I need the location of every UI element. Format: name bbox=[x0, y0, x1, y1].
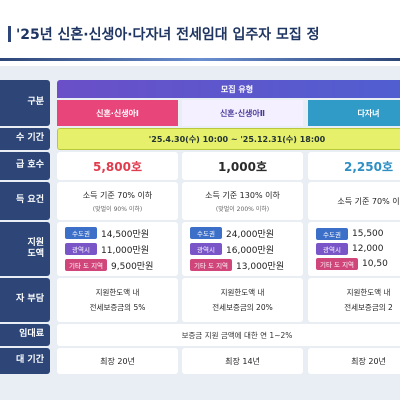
limit-row: 기타 도 지역 13,000만원 bbox=[190, 259, 284, 272]
amount: 14,500만원 bbox=[101, 229, 150, 240]
limit-row: 수도권 14,500만원 bbox=[65, 227, 149, 240]
supply: 2,250호 bbox=[308, 152, 400, 180]
burden-line: 전세보증금의 5% bbox=[89, 303, 146, 312]
period-banner: '25.4.30(수) 10:00 ~ '25.12.31(수) 18:00 bbox=[57, 128, 400, 150]
amount: 12,000 bbox=[352, 244, 384, 254]
limit-row: 기타 도 지역 10,50 bbox=[316, 258, 388, 270]
row-header: 임대료 bbox=[0, 324, 50, 346]
amount: 10,50 bbox=[362, 259, 388, 269]
row-header: 급 호수 bbox=[0, 152, 50, 180]
burden-line: 전세보증금의 20% bbox=[212, 303, 273, 312]
amount: 15,500 bbox=[352, 229, 384, 239]
column-header: 신혼·신생아Ⅱ bbox=[182, 100, 303, 126]
term: 최장 14년 bbox=[182, 348, 303, 374]
region-tag: 기타 도 지역 bbox=[65, 259, 108, 271]
region-tag: 수도권 bbox=[65, 227, 97, 239]
region-tag: 기타 도 지역 bbox=[190, 259, 233, 271]
type-header: 모집 유형 bbox=[57, 80, 400, 98]
amount: 13,000만원 bbox=[236, 261, 285, 272]
column-header: 다자녀 bbox=[308, 100, 400, 126]
term: 최장 20년 bbox=[57, 348, 178, 374]
region-tag: 기타 도 지역 bbox=[316, 258, 359, 270]
income-note: (맞벌이 200% 이하) bbox=[215, 205, 270, 213]
income-cell: 소득 기준 130% 이하 (맞벌이 200% 이하) bbox=[182, 182, 303, 220]
income-cell: 소득 기준 70% 이하 (맞벌이 90% 이하) bbox=[57, 182, 178, 220]
limit-row: 광역시 12,000 bbox=[316, 243, 384, 255]
amount: 16,000만원 bbox=[226, 245, 275, 256]
income: 소득 기준 70% 이 bbox=[337, 196, 400, 206]
column-header: 신혼·신생아Ⅰ bbox=[57, 100, 178, 126]
row-header: 지원 도액 bbox=[0, 222, 50, 276]
income-cell: 소득 기준 70% 이 bbox=[308, 182, 400, 220]
burden-line: 지원한도액 내 bbox=[95, 288, 140, 297]
row-header: 자 부담 bbox=[0, 278, 50, 322]
row-header: 대 기간 bbox=[0, 348, 50, 374]
region-tag: 광역시 bbox=[65, 243, 97, 255]
burden-line: 지원한도액 내 bbox=[346, 288, 391, 297]
income: 소득 기준 70% 이하 bbox=[82, 190, 153, 200]
amount: 11,000만원 bbox=[101, 245, 150, 256]
region-tag: 수도권 bbox=[316, 228, 348, 240]
row-header: 구분 bbox=[0, 80, 50, 126]
burden-line: 전세보증금의 2 bbox=[344, 303, 393, 312]
term: 최장 20년 bbox=[308, 348, 400, 374]
title-rule bbox=[0, 58, 400, 61]
limit-row: 광역시 16,000만원 bbox=[190, 243, 274, 256]
income: 소득 기준 130% 이하 bbox=[205, 190, 280, 200]
amount: 9,500만원 bbox=[111, 261, 154, 272]
limit-row: 수도권 15,500 bbox=[316, 228, 384, 240]
title-bar: '25년 신혼·신생아·다자녀 전세임대 입주자 모집 정 bbox=[0, 0, 400, 66]
burden-line: 지원한도액 내 bbox=[220, 288, 265, 297]
title: '25년 신혼·신생아·다자녀 전세임대 입주자 모집 정 bbox=[16, 27, 320, 43]
rent-cell: 보증금 지원 금액에 대한 연 1~2% bbox=[57, 324, 400, 346]
limit-row: 광역시 11,000만원 bbox=[65, 243, 149, 256]
amount: 24,000만원 bbox=[226, 229, 275, 240]
limit-row: 수도권 24,000만원 bbox=[190, 227, 274, 240]
region-tag: 수도권 bbox=[190, 227, 222, 239]
limit-cell: 수도권 15,500 광역시 12,000 기타 도 지역 10,50 bbox=[308, 222, 400, 276]
income-note: (맞벌이 90% 이하) bbox=[92, 205, 143, 213]
supply: 1,000호 bbox=[182, 152, 303, 180]
row-header: 득 요건 bbox=[0, 182, 50, 220]
supply: 5,800호 bbox=[57, 152, 178, 180]
title-accent bbox=[8, 26, 11, 42]
limit-row: 기타 도 지역 9,500만원 bbox=[65, 259, 153, 272]
region-tag: 광역시 bbox=[190, 243, 222, 255]
row-header: 수 기간 bbox=[0, 128, 50, 150]
region-tag: 광역시 bbox=[316, 243, 348, 255]
